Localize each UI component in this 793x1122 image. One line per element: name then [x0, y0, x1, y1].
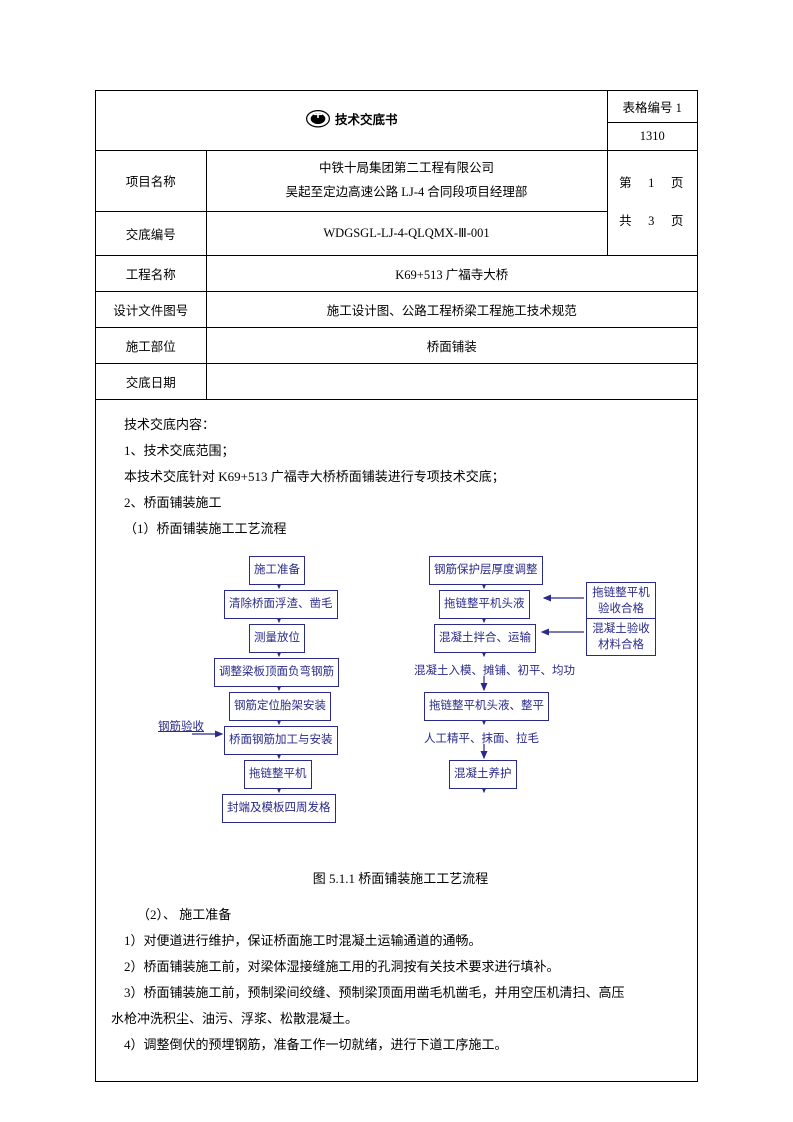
step-3b: 水枪冲洗积尘、油污、浮浆、松散混凝土。	[111, 1006, 677, 1032]
flow-r-side2: 混凝土验收材料合格	[586, 618, 656, 656]
flow-l1: 施工准备	[249, 556, 305, 585]
disclosure-no: WDGSGL-LJ-4-QLQMX-Ⅲ-001	[206, 211, 607, 255]
flow-r5: 拖链整平机头液、整平	[424, 692, 549, 721]
part-value: 桥面铺装	[206, 327, 697, 363]
doc-title: 技术交底书	[335, 109, 398, 128]
header-table: 技术交底书 表格编号 1 1310 项目名称 中铁十局集团第二工程有限公司 吴起…	[96, 91, 697, 400]
project-label: 项目名称	[96, 151, 206, 212]
page-current: 第 1 页	[612, 165, 694, 203]
section-2-2: （2）、 施工准备	[124, 902, 677, 928]
flow-r7: 混凝土养护	[449, 760, 517, 789]
flow-r-side1: 拖链整平机验收合格	[586, 582, 656, 620]
part-label: 施工部位	[96, 327, 206, 363]
design-doc-label: 设计文件图号	[96, 291, 206, 327]
flow-l6: 桥面钢筋加工与安装	[224, 726, 338, 755]
date-label: 交底日期	[96, 363, 206, 399]
project-line2: 吴起至定边高速公路 LJ-4 合同段项目经理部	[211, 181, 603, 205]
content-title: 技术交底内容：	[124, 412, 677, 438]
section-1-text: 本技术交底针对 K69+513 广福寺大桥桥面铺装进行专项技术交底；	[124, 464, 677, 490]
page-info: 第 1 页 共 3 页	[607, 151, 697, 256]
flow-r1: 钢筋保护层厚度调整	[429, 556, 543, 585]
flow-r4: 混凝土入模、摊铺、初平、均功	[414, 660, 575, 683]
date-value	[206, 363, 697, 399]
content-body: 技术交底内容： 1、技术交底范围； 本技术交底针对 K69+513 广福寺大桥桥…	[96, 400, 697, 1070]
eng-name: K69+513 广福寺大桥	[206, 255, 697, 291]
form-no-label: 表格编号 1	[607, 91, 697, 123]
company-logo-icon	[305, 109, 331, 129]
figure-caption: 图 5.1.1 桥面铺装施工工艺流程	[124, 866, 677, 892]
flow-l8: 封端及模板四周发格	[222, 794, 336, 823]
flow-r6: 人工精平、抹面、拉毛	[424, 728, 539, 751]
section-2: 2、桥面铺装施工	[124, 490, 677, 516]
disclosure-no-label: 交底编号	[96, 211, 206, 255]
page-frame: 技术交底书 表格编号 1 1310 项目名称 中铁十局集团第二工程有限公司 吴起…	[95, 90, 698, 1082]
form-no: 1310	[607, 123, 697, 151]
flow-l-side: 钢筋验收	[158, 720, 190, 735]
flow-r3: 混凝土拌合、运输	[434, 624, 536, 653]
page-total: 共 3 页	[612, 203, 694, 241]
step-4: 4）调整倒伏的预埋钢筋，准备工作一切就绪，进行下道工序施工。	[124, 1032, 677, 1058]
project-value: 中铁十局集团第二工程有限公司 吴起至定边高速公路 LJ-4 合同段项目经理部	[206, 151, 607, 212]
section-1: 1、技术交底范围；	[124, 438, 677, 464]
flow-l4: 调整梁板顶面负弯钢筋	[214, 658, 339, 687]
section-2-1: （1）桥面铺装施工工艺流程	[124, 516, 677, 542]
step-2: 2）桥面铺装施工前，对梁体湿接缝施工用的孔洞按有关技术要求进行填补。	[124, 954, 677, 980]
flow-l5: 钢筋定位胎架安装	[229, 692, 331, 721]
title-cell: 技术交底书	[96, 91, 607, 151]
flow-l2: 清除桥面浮渣、凿毛	[224, 590, 338, 619]
step-3a: 3）桥面铺装施工前，预制梁间绞缝、预制梁顶面用凿毛机凿毛，并用空压机清扫、高压	[124, 980, 677, 1006]
step-1: 1）对便道进行维护，保证桥面施工时混凝土运输通道的通畅。	[124, 928, 677, 954]
flow-l7: 拖链整平机	[244, 760, 312, 789]
eng-name-label: 工程名称	[96, 255, 206, 291]
design-doc: 施工设计图、公路工程桥梁工程施工技术规范	[206, 291, 697, 327]
flow-l3: 测量放位	[249, 624, 305, 653]
flow-r2: 拖链整平机头液	[439, 590, 530, 619]
flowchart: 施工准备 清除桥面浮渣、凿毛 测量放位 调整梁板顶面负弯钢筋 钢筋定位胎架安装 …	[124, 550, 677, 860]
project-line1: 中铁十局集团第二工程有限公司	[211, 157, 603, 181]
